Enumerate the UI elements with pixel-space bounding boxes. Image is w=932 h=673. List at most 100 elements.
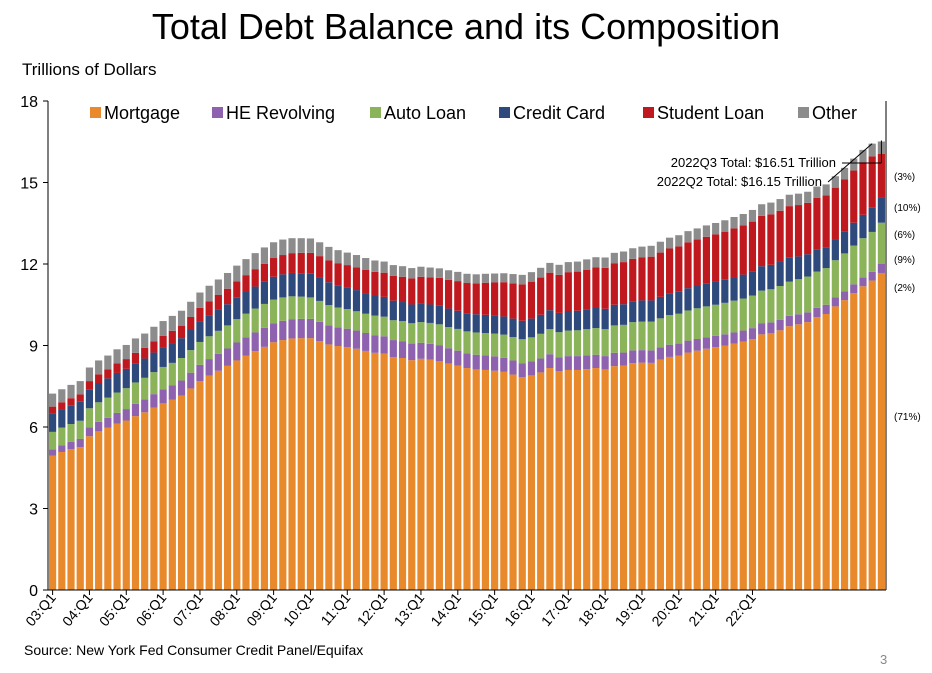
bar-segment-auto-loan bbox=[702, 306, 711, 338]
bar-segment-other bbox=[472, 274, 480, 284]
bar-segment-student-loan bbox=[813, 197, 821, 250]
bar-segment-other bbox=[177, 310, 186, 326]
bar-segment-student-loan bbox=[748, 221, 757, 272]
bar-segment-he-revolving bbox=[463, 353, 471, 369]
bar-segment-credit-card bbox=[417, 303, 425, 323]
annotation-leader-line bbox=[827, 143, 873, 183]
composition-label-mortgage: (71%) bbox=[894, 412, 921, 423]
bar-segment-student-loan bbox=[573, 271, 582, 311]
bar-segment-other bbox=[242, 259, 250, 276]
bar-segment-credit-card bbox=[518, 320, 526, 340]
bar-segment-he-revolving bbox=[362, 333, 370, 351]
bar-segment-auto-loan bbox=[85, 408, 94, 428]
bar-segment-he-revolving bbox=[251, 332, 259, 352]
bar-segment-credit-card bbox=[49, 413, 57, 432]
bar-segment-auto-loan bbox=[758, 290, 766, 324]
bar-segment-he-revolving bbox=[85, 427, 94, 437]
bar-segment-student-loan bbox=[794, 205, 803, 257]
bar-segment-mortgage bbox=[398, 358, 407, 590]
series-student-loan bbox=[49, 153, 885, 414]
bar-segment-he-revolving bbox=[380, 336, 388, 354]
bar-segment-auto-loan bbox=[877, 222, 885, 264]
x-tick-label: 19:Q1 bbox=[611, 589, 648, 629]
bar-segment-student-loan bbox=[472, 283, 480, 315]
bar-segment-auto-loan bbox=[666, 315, 674, 345]
bar-segment-student-loan bbox=[49, 406, 57, 414]
bar-segment-student-loan bbox=[481, 282, 490, 315]
bar-segment-other bbox=[141, 333, 149, 348]
bar-segment-other bbox=[831, 176, 839, 188]
bar-segment-credit-card bbox=[840, 231, 849, 254]
bar-segment-auto-loan bbox=[592, 328, 600, 355]
bar-segment-credit-card bbox=[619, 304, 628, 325]
chart-title: Total Debt Balance and its Composition bbox=[151, 6, 781, 47]
bar-segment-he-revolving bbox=[583, 355, 591, 370]
bar-segment-credit-card bbox=[712, 281, 720, 305]
bar-segment-he-revolving bbox=[417, 342, 425, 359]
bar-segment-student-loan bbox=[95, 374, 103, 383]
bar-segment-auto-loan bbox=[306, 297, 315, 319]
bar-segment-mortgage bbox=[472, 369, 480, 590]
bar-segment-other bbox=[187, 301, 195, 317]
bar-segment-auto-loan bbox=[352, 311, 361, 331]
bar-segment-he-revolving bbox=[859, 277, 867, 287]
x-tick-label: 03:Q1 bbox=[22, 589, 59, 629]
bar-segment-credit-card bbox=[739, 274, 747, 299]
bar-segment-other bbox=[352, 255, 361, 268]
x-tick-label: 22:Q1 bbox=[722, 589, 759, 629]
bar-segment-other bbox=[868, 143, 876, 157]
bar-segment-he-revolving bbox=[297, 318, 305, 339]
bar-segment-auto-loan bbox=[168, 362, 176, 386]
bar-segment-other bbox=[444, 270, 453, 280]
bar-segment-credit-card bbox=[638, 300, 646, 322]
bar-segment-other bbox=[610, 252, 618, 264]
bar-segment-mortgage bbox=[334, 346, 342, 590]
bar-segment-mortgage bbox=[196, 381, 204, 590]
bar-segment-other bbox=[702, 225, 711, 237]
bar-segment-he-revolving bbox=[684, 340, 692, 353]
bar-segment-mortgage bbox=[408, 360, 416, 590]
bar-segment-credit-card bbox=[58, 409, 66, 428]
bar-segment-auto-loan bbox=[389, 320, 397, 341]
bar-segment-student-loan bbox=[141, 347, 149, 359]
bar-segment-mortgage bbox=[279, 340, 287, 590]
bar-segment-other bbox=[573, 261, 582, 272]
bar-segment-he-revolving bbox=[610, 352, 618, 367]
x-tick-label: 08:Q1 bbox=[206, 589, 243, 629]
bar-segment-student-loan bbox=[859, 162, 867, 215]
bar-segment-auto-loan bbox=[804, 276, 812, 313]
bar-segment-auto-loan bbox=[500, 334, 508, 358]
bar-segment-student-loan bbox=[684, 242, 692, 289]
bar-segment-student-loan bbox=[564, 272, 572, 311]
bar-segment-auto-loan bbox=[233, 319, 241, 343]
bar-segment-credit-card bbox=[444, 308, 453, 328]
bar-segment-auto-loan bbox=[343, 309, 351, 329]
bar-segment-other bbox=[76, 381, 84, 395]
x-tick-label: 18:Q1 bbox=[575, 589, 612, 629]
bar-segment-other bbox=[306, 238, 315, 253]
bar-segment-student-loan bbox=[592, 267, 600, 309]
bar-segment-mortgage bbox=[721, 345, 729, 590]
y-tick-label: 18 bbox=[20, 94, 38, 111]
bar-segment-student-loan bbox=[389, 275, 397, 301]
bar-segment-student-loan bbox=[463, 283, 471, 314]
bar-segment-mortgage bbox=[306, 338, 315, 590]
bar-segment-he-revolving bbox=[223, 348, 232, 366]
legend-label: Auto Loan bbox=[384, 103, 466, 123]
bar-segment-student-loan bbox=[776, 210, 784, 262]
bar-segment-student-loan bbox=[877, 153, 885, 198]
bar-segment-student-loan bbox=[343, 265, 351, 288]
bar-segment-other bbox=[297, 238, 305, 253]
bar-segment-mortgage bbox=[693, 350, 701, 590]
x-tick-label: 12:Q1 bbox=[354, 589, 391, 629]
bar-segment-student-loan bbox=[666, 248, 674, 294]
bar-segment-he-revolving bbox=[408, 343, 416, 361]
bar-segment-credit-card bbox=[684, 288, 692, 311]
bar-segment-other bbox=[316, 242, 324, 257]
bar-segment-student-loan bbox=[583, 269, 591, 310]
bar-segment-student-loan bbox=[316, 256, 324, 278]
bar-segment-credit-card bbox=[122, 368, 130, 389]
bar-segment-mortgage bbox=[205, 375, 213, 590]
bar-segment-auto-loan bbox=[297, 296, 305, 319]
bar-segment-credit-card bbox=[804, 254, 812, 277]
